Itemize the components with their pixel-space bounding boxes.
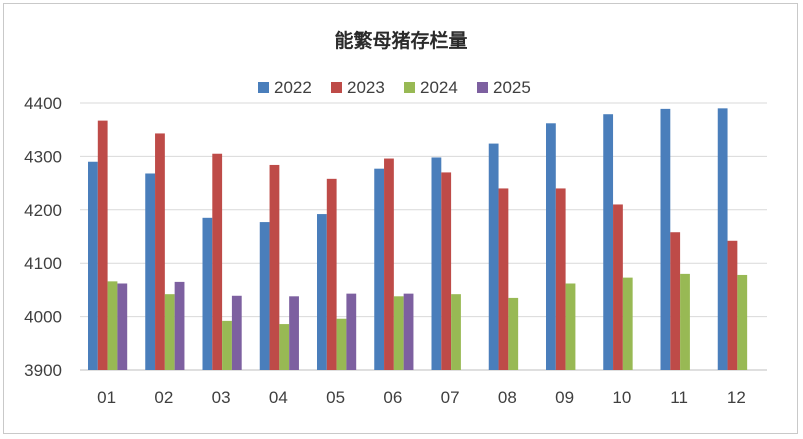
bar-2024-04 bbox=[279, 324, 290, 370]
bar-2023-08 bbox=[498, 188, 509, 370]
y-tick-label: 4300 bbox=[24, 147, 62, 166]
y-axis: 3900 4000 4100 4200 4300 4400 bbox=[24, 94, 62, 380]
bar-2022-07 bbox=[431, 157, 442, 370]
x-tick-label: 10 bbox=[612, 388, 631, 407]
bar-2023-05 bbox=[326, 178, 337, 370]
bar-2025-02 bbox=[174, 281, 185, 370]
bar-2023-10 bbox=[613, 204, 623, 370]
bar-2025-04 bbox=[289, 296, 299, 370]
x-tick-label: 02 bbox=[154, 388, 173, 407]
bar-2023-07 bbox=[441, 172, 452, 370]
bar-2024-08 bbox=[508, 297, 519, 370]
bar-2025-05 bbox=[346, 293, 357, 370]
bar-2022-01 bbox=[88, 161, 98, 370]
x-tick-label: 08 bbox=[498, 388, 517, 407]
bar-2022-09 bbox=[546, 123, 556, 371]
legend-label-2022: 2022 bbox=[274, 78, 312, 97]
bar-2025-06 bbox=[403, 293, 414, 370]
bar-2023-09 bbox=[555, 188, 566, 370]
bar-2025-01 bbox=[117, 283, 128, 370]
legend-swatch-2025 bbox=[477, 82, 488, 93]
y-tick-label: 4200 bbox=[24, 201, 62, 220]
x-tick-label: 01 bbox=[97, 388, 116, 407]
bar-2022-02 bbox=[145, 173, 156, 370]
legend-swatch-2023 bbox=[331, 82, 342, 93]
bar-2024-11 bbox=[680, 273, 690, 370]
bar-2022-04 bbox=[259, 222, 270, 370]
bar-2025-03 bbox=[231, 295, 242, 370]
y-tick-label: 3900 bbox=[24, 361, 62, 380]
bar-2023-03 bbox=[212, 153, 223, 370]
bar-2024-12 bbox=[737, 274, 748, 370]
legend-label-2024: 2024 bbox=[420, 78, 458, 97]
legend-swatch-2022 bbox=[258, 82, 269, 93]
bar-2024-02 bbox=[164, 294, 175, 370]
bar-2023-11 bbox=[670, 232, 681, 370]
bar-2023-01 bbox=[97, 120, 108, 370]
x-tick-label: 06 bbox=[383, 388, 402, 407]
bar-2024-06 bbox=[393, 296, 404, 370]
bar-2022-11 bbox=[660, 108, 671, 371]
y-tick-label: 4400 bbox=[24, 94, 62, 113]
y-tick-label: 4000 bbox=[24, 308, 62, 327]
bar-2024-05 bbox=[336, 318, 347, 370]
bar-2024-01 bbox=[107, 281, 118, 370]
x-tick-label: 09 bbox=[555, 388, 574, 407]
bar-2023-12 bbox=[727, 240, 738, 370]
x-tick-label: 05 bbox=[326, 388, 345, 407]
legend-swatch-2024 bbox=[404, 82, 415, 93]
bar-2024-07 bbox=[451, 294, 461, 370]
bar-2022-12 bbox=[717, 108, 728, 370]
bar-2023-04 bbox=[269, 164, 280, 370]
bar-2024-10 bbox=[622, 277, 633, 370]
bar-2022-03 bbox=[202, 217, 213, 370]
x-tick-label: 12 bbox=[727, 388, 746, 407]
bar-2024-03 bbox=[222, 320, 232, 370]
x-tick-label: 07 bbox=[441, 388, 460, 407]
bar-2022-05 bbox=[317, 214, 327, 370]
bar-2024-09 bbox=[565, 283, 576, 370]
bar-2023-02 bbox=[155, 133, 165, 370]
legend: 2022 2023 2024 2025 bbox=[258, 78, 531, 97]
grid-lines bbox=[80, 102, 767, 371]
legend-label-2025: 2025 bbox=[493, 78, 531, 97]
bar-2022-08 bbox=[488, 143, 499, 370]
bar-2022-06 bbox=[374, 168, 385, 370]
x-tick-label: 04 bbox=[269, 388, 288, 407]
bar-2022-10 bbox=[603, 114, 614, 371]
x-tick-label: 11 bbox=[670, 388, 688, 407]
bar-2023-06 bbox=[384, 158, 394, 370]
y-tick-label: 4100 bbox=[24, 254, 62, 273]
legend-label-2023: 2023 bbox=[347, 78, 385, 97]
x-axis: 01 02 03 04 05 06 07 08 09 10 11 12 bbox=[97, 388, 746, 407]
chart-title: 能繁母猪存栏量 bbox=[334, 29, 467, 52]
bars bbox=[88, 108, 748, 371]
x-tick-label: 03 bbox=[212, 388, 231, 407]
